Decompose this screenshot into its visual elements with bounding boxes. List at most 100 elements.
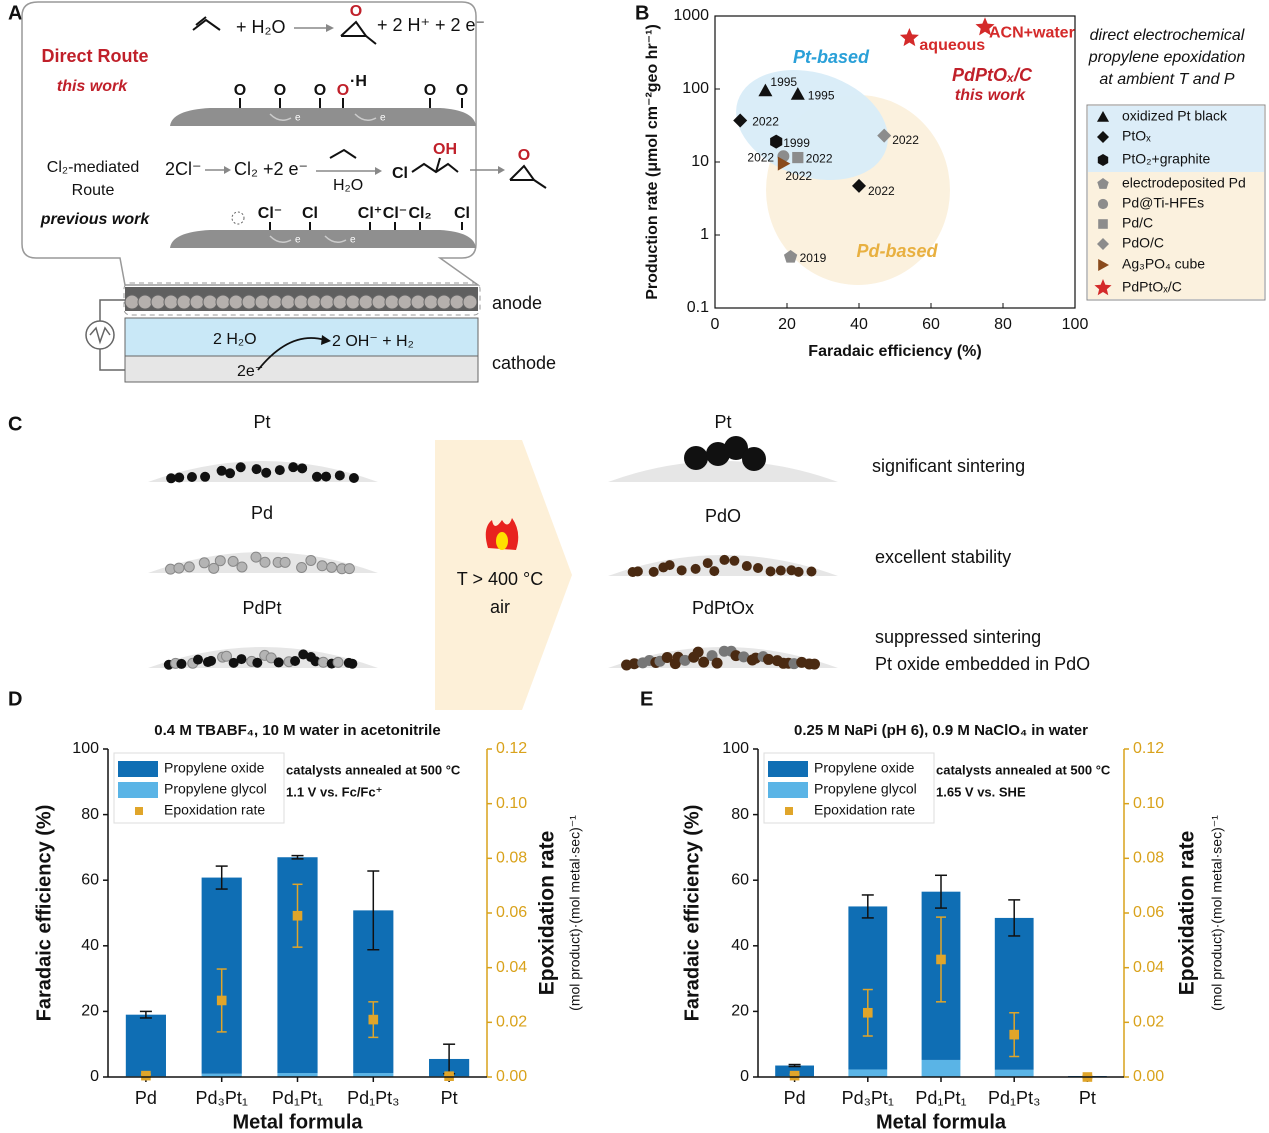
nanoparticle	[332, 656, 344, 668]
panel-letter: D	[8, 688, 22, 710]
catalyst-particle	[423, 294, 439, 310]
epoxide-oxygen: O	[518, 147, 530, 164]
arrowhead	[224, 166, 231, 174]
nanoparticle	[216, 465, 227, 476]
surface-atom: Cl⁻	[383, 205, 407, 222]
y-tick-label: 60	[731, 871, 749, 888]
reaction-arrow	[257, 337, 326, 371]
epoxide	[340, 20, 368, 37]
y-axis-label: Faradaic efficiency (%)	[681, 805, 703, 1022]
electron: e	[380, 113, 386, 124]
y2-axis-label: (mol product)·(mol metal·sec)⁻¹	[1209, 815, 1225, 1011]
data-point	[975, 17, 995, 36]
data-point	[877, 128, 892, 143]
surface-atom: O	[424, 82, 436, 99]
note: 1.1 V vs. Fc/Fc⁺	[286, 784, 382, 799]
propene	[192, 18, 221, 31]
nanoparticle	[661, 652, 673, 664]
y2-tick-label: 0.12	[1133, 740, 1164, 757]
nanoparticle	[250, 551, 262, 563]
nanoparticle	[709, 566, 720, 577]
nanoparticle	[235, 462, 246, 473]
nanoparticle	[692, 646, 704, 658]
nanoparticle	[808, 658, 820, 670]
nanoparticle	[279, 556, 291, 568]
legend-swatch	[1097, 154, 1109, 166]
legend-swatch	[1097, 238, 1109, 250]
y-tick-label: 1	[700, 226, 709, 243]
nanoparticle	[259, 556, 271, 568]
annotation: at ambient T and P	[1099, 71, 1235, 88]
cell-reaction: 2 OH⁻ + H₂	[332, 333, 414, 350]
y2-tick-label: 0.02	[496, 1014, 527, 1031]
equation-text: Cl	[392, 165, 408, 182]
note: 1.65 V vs. SHE	[936, 784, 1026, 799]
x-tick-label: Pd₁Pt₁	[272, 1088, 323, 1108]
data-point	[792, 151, 804, 164]
data-point	[783, 249, 798, 263]
nanoparticle	[290, 656, 301, 667]
data-point	[733, 113, 748, 128]
point-label: 2019	[800, 251, 827, 265]
nanoparticle	[288, 462, 299, 473]
y2-axis-label: Epoxidation rate	[1176, 831, 1199, 996]
power-source	[85, 320, 115, 350]
surface-atom: Cl	[302, 205, 318, 222]
x-tick-label: 80	[994, 316, 1012, 333]
rate-point	[936, 954, 946, 965]
x-tick-label: 100	[1062, 316, 1089, 333]
catalyst-surface	[170, 230, 476, 248]
nanoparticle	[261, 467, 272, 478]
data-point	[852, 178, 866, 193]
catalyst-particle	[189, 294, 205, 310]
nanoparticle	[806, 566, 817, 577]
y-tick-label: 80	[731, 806, 749, 823]
catalyst-particle	[462, 294, 478, 310]
legend-swatch	[118, 782, 158, 798]
legend-label: PtO₂+graphite	[1122, 151, 1211, 167]
x-tick-label: Pd₃Pt₁	[195, 1088, 247, 1108]
legend-label: oxidized Pt black	[1122, 108, 1228, 124]
zoom-frame	[123, 282, 481, 316]
catalyst-particle	[137, 294, 153, 310]
route-title: Route	[72, 182, 115, 199]
catalyst-particle	[358, 294, 374, 310]
catalyst-particle	[293, 294, 309, 310]
propene	[329, 148, 357, 159]
catalyst-particle	[449, 294, 465, 310]
electrolyte	[124, 317, 479, 357]
nanoparticle	[176, 658, 187, 669]
nanoparticle	[227, 555, 239, 567]
support	[608, 461, 838, 482]
annotation: direct electrochemical	[1090, 27, 1245, 44]
sintered-particle	[724, 436, 748, 460]
rate-point	[368, 1014, 379, 1025]
y2-tick-label: 0.08	[1133, 850, 1164, 867]
region-label: Pd-based	[856, 241, 938, 261]
nanoparticle	[251, 464, 262, 475]
route-title: Direct Route	[41, 46, 148, 66]
catalyst-particle	[267, 294, 283, 310]
bar-segment	[848, 1069, 888, 1077]
surface-atom: ·H	[350, 73, 367, 90]
nanoparticle	[236, 561, 248, 573]
data-point	[777, 156, 791, 171]
y-tick-label: 60	[81, 871, 99, 888]
rate-point	[216, 995, 227, 1006]
legend-label: Epoxidation rate	[814, 802, 915, 818]
route-title: Cl₂-mediated	[47, 159, 139, 176]
data-point	[758, 83, 773, 97]
equation-text: OH	[433, 141, 457, 158]
sintered-particle	[684, 446, 708, 470]
point-label: 2022	[868, 184, 895, 198]
nanoparticle	[763, 653, 775, 665]
nanoparticle	[206, 655, 217, 666]
equation-text: H₂O	[333, 177, 363, 194]
y2-axis-label: (mol product)·(mol metal·sec)⁻¹	[567, 815, 583, 1011]
surface-atom: O	[314, 82, 326, 99]
point-label: 1995	[808, 88, 835, 102]
y-axis-label: Production rate (μmol cm⁻²geo hr⁻¹)	[644, 24, 661, 300]
arrowhead	[498, 166, 505, 174]
cell-reaction: 2 H₂O	[213, 331, 257, 348]
